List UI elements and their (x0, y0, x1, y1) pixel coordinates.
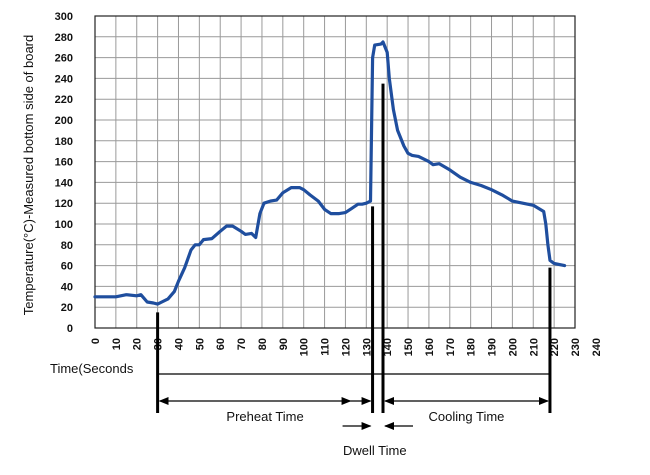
axes (94, 15, 576, 329)
x-tick-label: 20 (132, 338, 144, 350)
y-tick-label: 300 (55, 11, 73, 23)
y-tick-label: 180 (55, 136, 73, 148)
x-tick-labels: 0102030405060708090100110120130140150160… (90, 338, 603, 356)
phase-label: Preheat Time (226, 409, 303, 424)
x-tick-label: 0 (90, 338, 102, 344)
phase-label: Cooling Time (429, 409, 505, 424)
y-axis-label: Temperature(°C)-Measured bottom side of … (21, 35, 36, 316)
y-tick-label: 160 (55, 157, 73, 169)
grid (94, 15, 576, 329)
y-tick-label: 0 (67, 323, 73, 335)
y-tick-label: 220 (55, 94, 73, 106)
y-tick-label: 120 (55, 198, 73, 210)
x-tick-label: 80 (257, 338, 269, 350)
y-tick-label: 80 (61, 240, 73, 252)
y-tick-label: 60 (61, 261, 73, 273)
x-tick-label: 110 (320, 338, 332, 356)
x-tick-label: 200 (507, 338, 519, 356)
x-tick-label: 220 (549, 338, 561, 356)
x-tick-label: 180 (466, 338, 478, 356)
y-tick-label: 200 (55, 115, 73, 127)
x-tick-label: 50 (194, 338, 206, 350)
x-tick-label: 170 (445, 338, 457, 356)
y-tick-labels: 0 20 40 60 80 100 120 140 160 180 200 220 240 260 280 3… (55, 11, 73, 335)
temperature-series-line (93, 40, 567, 306)
dwell-time-label: Dwell Time (343, 443, 407, 458)
y-tick-label: 140 (55, 177, 73, 189)
x-tick-label: 230 (570, 338, 582, 356)
phase-annotations: Preheat Time Dwell Time Cooling Time (158, 397, 549, 458)
y-tick-label: 260 (55, 53, 73, 65)
x-tick-label: 90 (278, 338, 290, 350)
x-tick-label: 240 (591, 338, 603, 356)
plot-frame (94, 15, 576, 329)
x-tick-label: 150 (403, 338, 415, 356)
x-axis-label: Time(Seconds (50, 361, 134, 376)
x-tick-label: 120 (340, 338, 352, 356)
y-tick-label: 100 (55, 219, 73, 231)
y-tick-label: 20 (61, 302, 73, 314)
x-tick-label: 100 (299, 338, 311, 356)
y-tick-label: 240 (55, 73, 73, 85)
x-tick-label: 190 (487, 338, 499, 356)
x-tick-label: 210 (528, 338, 540, 356)
y-tick-label: 280 (55, 32, 73, 44)
y-tick-label: 40 (61, 281, 73, 293)
x-tick-label: 160 (424, 338, 436, 356)
x-tick-label: 40 (173, 338, 185, 350)
x-tick-label: 130 (361, 338, 373, 356)
x-tick-label: 60 (215, 338, 227, 350)
x-tick-label: 140 (382, 338, 394, 356)
x-tick-label: 70 (236, 338, 248, 350)
phase-markers (156, 83, 552, 413)
x-tick-label: 10 (111, 338, 123, 350)
